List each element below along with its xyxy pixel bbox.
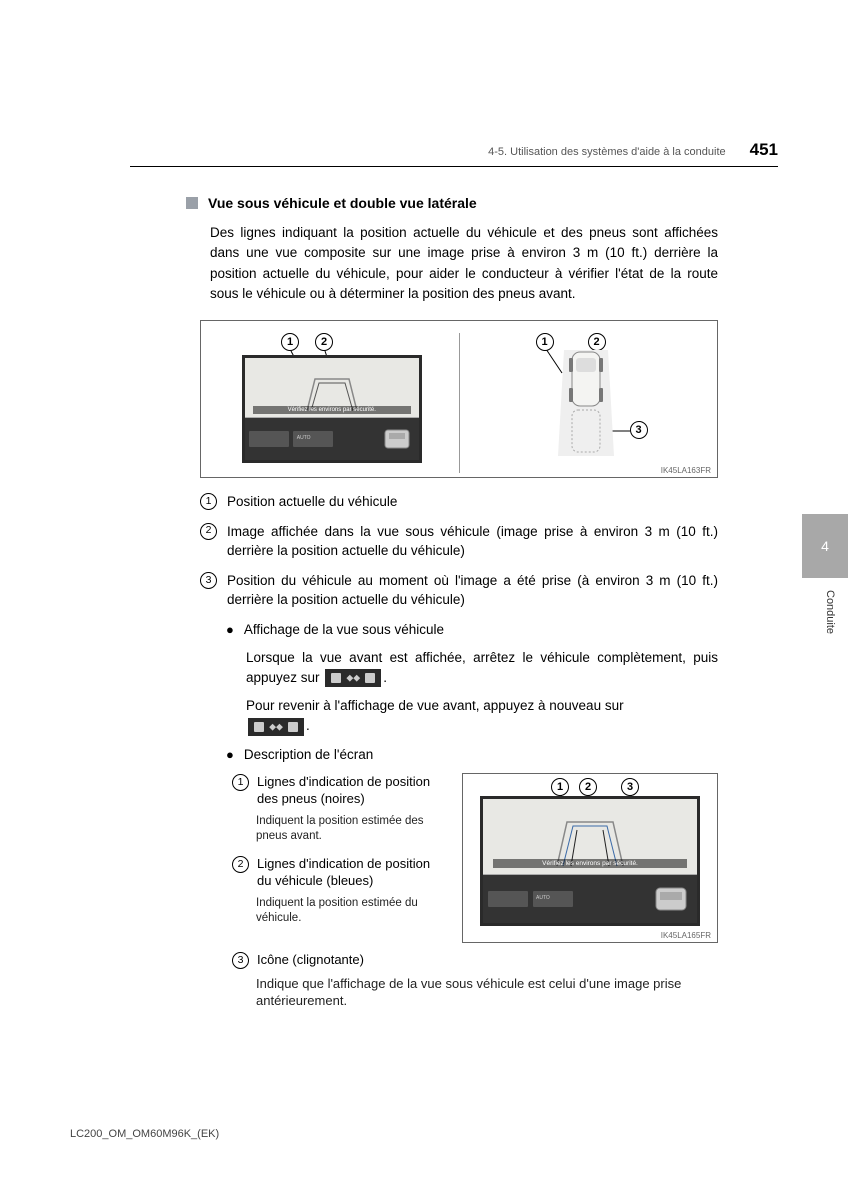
screen-view-area: Vérifiez les environs par sécurité. [483, 799, 697, 875]
text-fragment: . [306, 718, 310, 733]
numbered-list: 1 Position actuelle du véhicule 2 Image … [200, 492, 718, 610]
chapter-tab: 4 [802, 514, 848, 578]
list-text: Icône (clignotante) [257, 951, 364, 969]
list-text: Position actuelle du véhicule [227, 492, 718, 512]
text-fragment: Pour revenir à l'affichage de vue avant,… [246, 698, 624, 713]
chapter-label: Conduite [824, 590, 836, 634]
callout-marker: 3 [630, 421, 648, 439]
section-title: Vue sous véhicule et double vue latérale [208, 195, 477, 211]
callout-marker: 2 [315, 333, 333, 351]
list-number-icon: 3 [200, 572, 217, 589]
callout-3: 3 [621, 778, 639, 796]
text-fragment: . [383, 670, 387, 685]
list-item: 2 Image affichée dans la vue sous véhicu… [200, 522, 718, 561]
bullet-item: ● Affichage de la vue sous véhicule [226, 620, 718, 640]
figure-divider [459, 333, 460, 473]
callout-marker: 2 [579, 778, 597, 796]
screen-button-bar: AUTO [483, 875, 697, 923]
bullet-icon: ● [226, 621, 234, 640]
vehicle-screen-mock: Vérifiez les environs par sécurité. AUTO [480, 796, 700, 926]
figure-1-left-panel: 1 2 Vérifiez les environs par sécurité. … [213, 333, 451, 473]
description-two-column: 1 Lignes d'indication de position des pn… [232, 773, 718, 943]
list-text: Lignes d'indication de position du véhic… [257, 855, 442, 890]
view-switch-button-icon: ◆◆ [248, 718, 304, 736]
callout-1: 1 [536, 333, 554, 351]
screen-button-bar: AUTO [245, 418, 419, 460]
instruction-text: Pour revenir à l'affichage de vue avant,… [246, 696, 718, 737]
vehicle-screen-mock: Vérifiez les environs par sécurité. AUTO [242, 355, 422, 463]
screen-warning-message: Vérifiez les environs par sécurité. [253, 406, 411, 414]
view-switch-button-icon: ◆◆ [325, 669, 381, 687]
instruction-text: Lorsque la vue avant est affichée, arrêt… [246, 648, 718, 689]
chapter-number: 4 [821, 538, 829, 554]
screen-button-auto: AUTO [533, 891, 573, 907]
callout-marker: 1 [536, 333, 554, 351]
list-description: Indique que l'affichage de la vue sous v… [256, 975, 718, 1010]
car-rear-icon [650, 882, 692, 916]
figure-1-right-panel: 1 2 3 [468, 333, 706, 473]
list-item: 3 Position du véhicule au moment où l'im… [200, 571, 718, 610]
bullet-icon: ● [226, 746, 234, 765]
page-header: 4-5. Utilisation des systèmes d'aide à l… [130, 140, 778, 167]
list-item: 1 Position actuelle du véhicule [200, 492, 718, 512]
list-text: Lignes d'indication de position des pneu… [257, 773, 442, 808]
bullet-text: Description de l'écran [244, 745, 718, 765]
figure-code: IK45LA165FR [661, 931, 711, 940]
text-fragment: Lorsque la vue avant est affichée, arrêt… [246, 650, 718, 685]
callout-marker: 3 [621, 778, 639, 796]
callout-1: 1 [281, 333, 299, 351]
figure-1: 1 2 Vérifiez les environs par sécurité. … [200, 320, 718, 478]
list-number-icon: 3 [232, 952, 249, 969]
car-rear-icon [379, 424, 415, 454]
screen-warning-message: Vérifiez les environs par sécurité. [493, 859, 687, 868]
figure-code: IK45LA163FR [661, 466, 711, 475]
list-text: Position du véhicule au moment où l'imag… [227, 571, 718, 610]
intro-paragraph: Des lignes indiquant la position actuell… [210, 223, 718, 304]
callout-3: 3 [630, 421, 648, 439]
section-title-row: Vue sous véhicule et double vue latérale [186, 195, 778, 211]
list-number-icon: 2 [200, 523, 217, 540]
car-top-view-diagram [558, 348, 614, 458]
list-description: Indiquent la position estimée du véhicul… [256, 896, 442, 927]
footer-document-code: LC200_OM_OM60M96K_(EK) [70, 1128, 219, 1140]
list-number-icon: 2 [232, 856, 249, 873]
callout-2: 2 [315, 333, 333, 351]
list-text: Image affichée dans la vue sous véhicule… [227, 522, 718, 561]
list-number-icon: 1 [200, 493, 217, 510]
sub-list-continuation: 3 Icône (clignotante) Indique que l'affi… [232, 951, 718, 1010]
sub-numbered-list: 1 Lignes d'indication de position des pn… [232, 773, 442, 943]
page-content: 4-5. Utilisation des systèmes d'aide à l… [0, 0, 848, 1010]
screen-view-area: Vérifiez les environs par sécurité. [245, 358, 419, 418]
bullet-text: Affichage de la vue sous véhicule [244, 620, 718, 640]
list-item: 1 Lignes d'indication de position des pn… [232, 773, 442, 808]
list-number-icon: 1 [232, 774, 249, 791]
screen-button [488, 891, 528, 907]
header-section-label: 4-5. Utilisation des systèmes d'aide à l… [488, 146, 726, 158]
screen-button-auto: AUTO [293, 431, 333, 447]
callout-2: 2 [579, 778, 597, 796]
bullet-item: ● Description de l'écran [226, 745, 718, 765]
square-bullet-icon [186, 197, 198, 209]
list-item: 3 Icône (clignotante) [232, 951, 718, 969]
callout-marker: 1 [551, 778, 569, 796]
callout-1: 1 [551, 778, 569, 796]
list-description: Indiquent la position estimée des pneus … [256, 814, 442, 845]
callout-marker: 1 [281, 333, 299, 351]
list-item: 2 Lignes d'indication de position du véh… [232, 855, 442, 890]
figure-2: 1 2 3 Vérifiez les environs par sécurité… [462, 773, 718, 943]
screen-button [249, 431, 289, 447]
page-number: 451 [750, 140, 778, 160]
